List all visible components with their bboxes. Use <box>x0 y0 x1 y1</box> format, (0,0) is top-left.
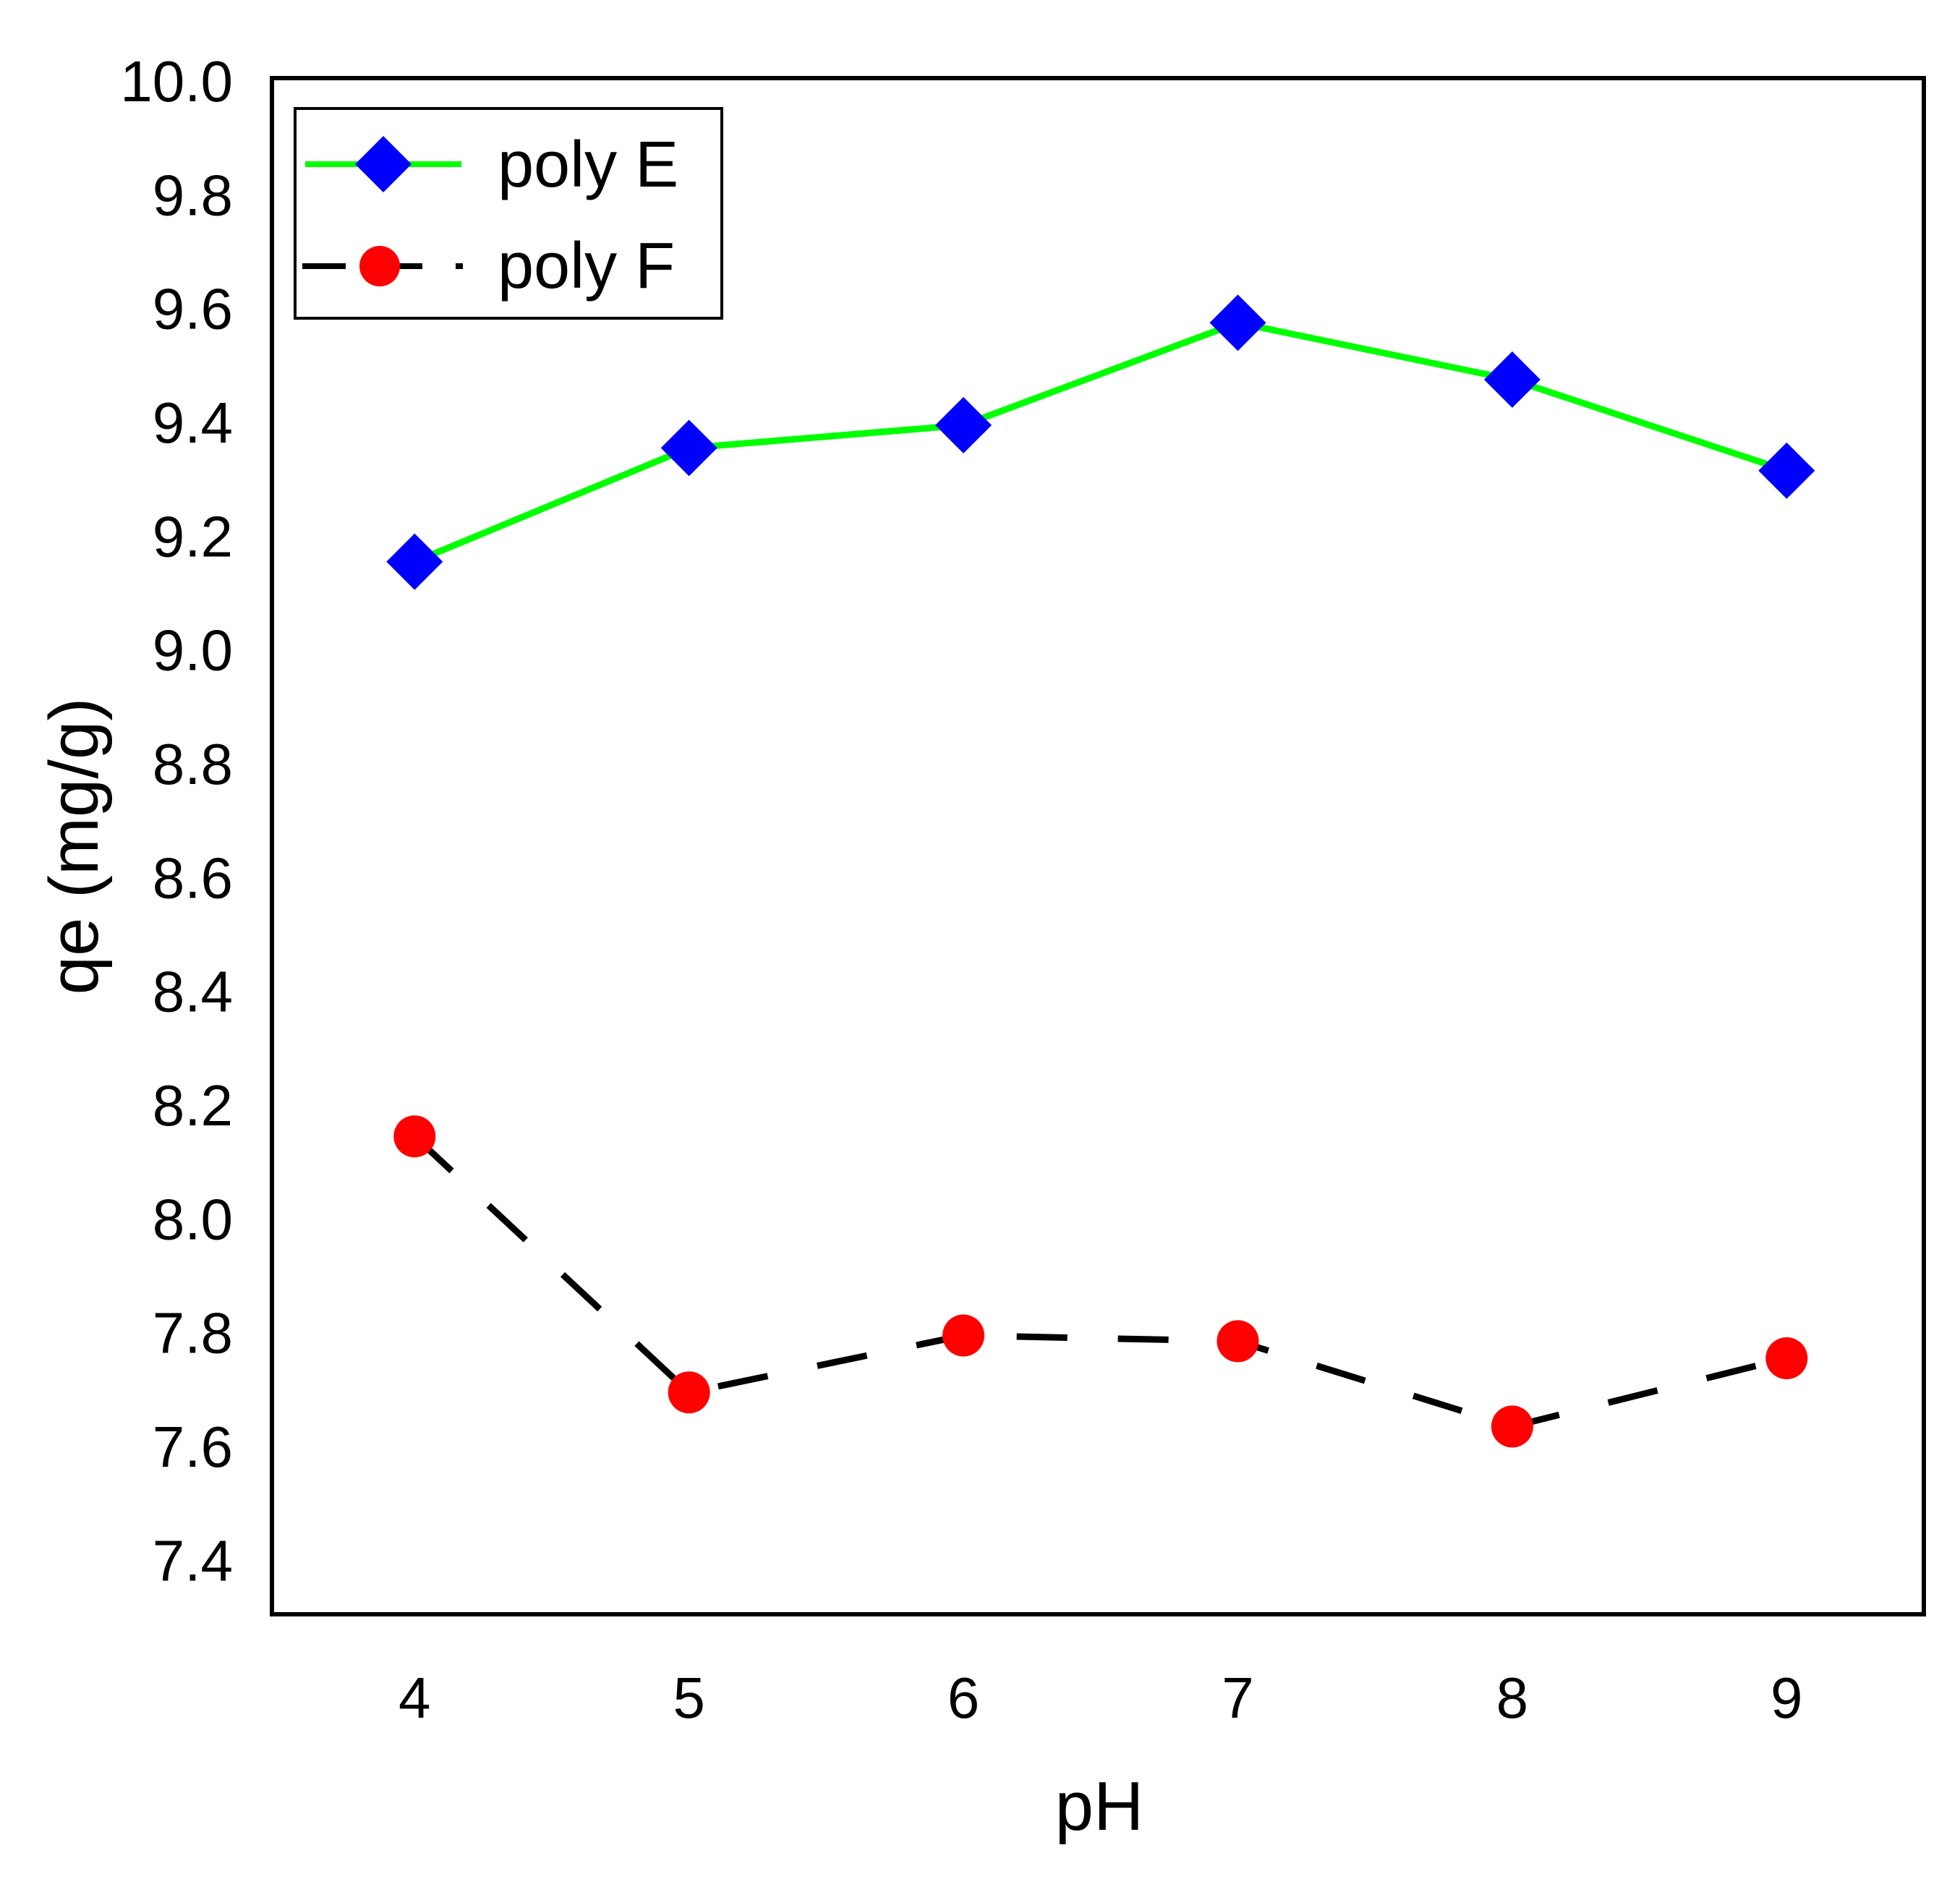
legend-marker-circle-icon <box>359 246 400 286</box>
legend-box <box>294 107 723 320</box>
x-tick-label: 9 <box>1771 1666 1803 1730</box>
series-line-poly-e <box>413 319 1788 565</box>
y-tick-label: 7.8 <box>153 1301 233 1365</box>
y-tick-label: 7.6 <box>153 1415 233 1479</box>
y-tick-label: 8.6 <box>153 845 233 910</box>
series-poly-f <box>393 1115 1808 1448</box>
y-tick-label: 9.0 <box>153 618 233 683</box>
data-point-poly-f <box>1765 1337 1808 1379</box>
data-point-poly-e <box>1483 351 1541 408</box>
y-tick-label: 8.2 <box>153 1073 233 1138</box>
data-point-poly-e <box>1209 294 1266 351</box>
y-tick-label: 10.0 <box>120 49 233 114</box>
series-poly-e <box>386 294 1815 590</box>
series-line-poly-f <box>412 1133 1788 1430</box>
y-tick-label: 9.8 <box>153 163 233 227</box>
x-tick-label: 4 <box>399 1666 431 1730</box>
legend-label-poly-e: poly E <box>498 129 678 201</box>
data-point-poly-e <box>935 396 992 453</box>
x-tick-label: 5 <box>673 1666 705 1730</box>
data-point-poly-f <box>1217 1320 1259 1363</box>
y-tick-label: 9.2 <box>153 504 233 568</box>
legend: poly E poly F <box>294 107 723 320</box>
data-point-poly-e <box>386 533 443 590</box>
data-point-poly-e <box>1758 442 1815 499</box>
y-tick-label: 9.6 <box>153 277 233 341</box>
data-point-poly-f <box>1491 1405 1533 1448</box>
series-layer <box>386 294 1815 1448</box>
x-tick-label: 8 <box>1496 1666 1529 1730</box>
y-tick-label: 7.4 <box>153 1528 233 1593</box>
x-tick-label: 7 <box>1222 1666 1254 1730</box>
legend-item-poly-f: poly F <box>302 230 675 302</box>
y-axis: 7.4 7.6 7.8 8.0 8.2 8.4 8.6 8.8 9.0 9.2 9.4 9.6 9.8 1… <box>120 49 233 1593</box>
x-tick-label: 6 <box>947 1666 980 1730</box>
plot-frame <box>270 76 1926 1616</box>
y-tick-label: 8.0 <box>153 1187 233 1251</box>
y-tick-label: 9.4 <box>153 391 233 455</box>
x-axis: 4 5 6 7 8 9 <box>399 1666 1803 1730</box>
y-tick-label: 8.8 <box>153 732 233 796</box>
x-axis-label: pH <box>1055 1768 1144 1845</box>
data-point-poly-e <box>660 419 717 477</box>
y-axis-label: qe (mg/g) <box>35 698 113 995</box>
legend-item-poly-e: poly E <box>305 129 678 201</box>
data-point-poly-f <box>393 1115 436 1158</box>
legend-label-poly-f: poly F <box>498 230 675 302</box>
y-tick-label: 8.4 <box>153 960 233 1024</box>
data-point-poly-f <box>668 1371 710 1414</box>
data-point-poly-f <box>942 1314 985 1357</box>
legend-marker-diamond-icon <box>355 136 412 192</box>
